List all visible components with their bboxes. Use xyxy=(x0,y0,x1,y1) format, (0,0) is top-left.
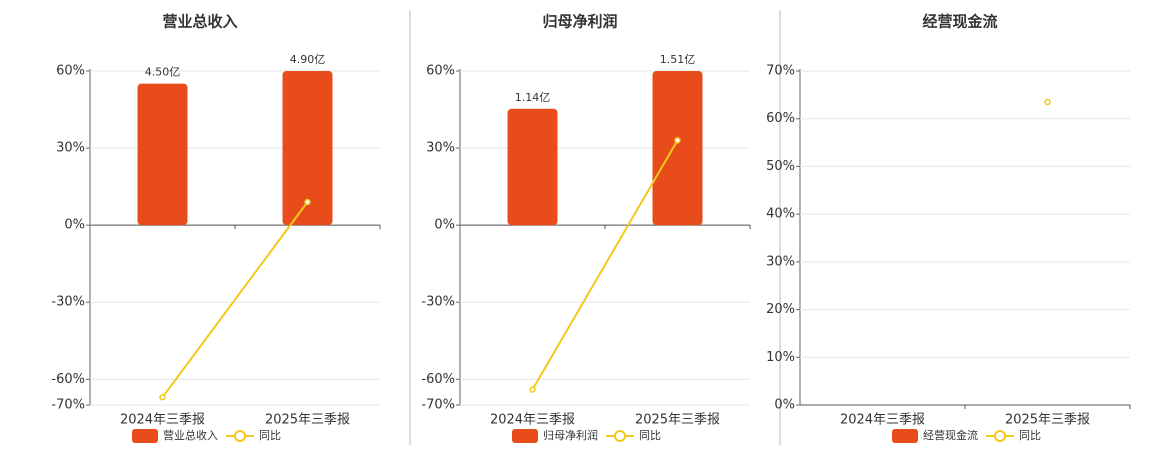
y-tick-label: -70% xyxy=(421,398,455,413)
y-tick-label: 30% xyxy=(426,141,455,156)
legend-label: 同比 xyxy=(1019,429,1041,442)
y-tick-label: 50% xyxy=(766,159,795,174)
y-tick-label: 30% xyxy=(766,254,795,269)
bar xyxy=(137,83,188,226)
y-tick-label: 40% xyxy=(766,207,795,222)
line-point xyxy=(1044,98,1051,106)
legend-swatch xyxy=(512,429,538,443)
x-tick-label: 2025年三季报 xyxy=(635,413,720,428)
y-tick-label: -30% xyxy=(421,295,455,310)
y-tick-label: 60% xyxy=(426,64,455,79)
y-tick-label: 0% xyxy=(434,218,455,233)
y-tick-label: 0% xyxy=(64,218,85,233)
line-point xyxy=(529,386,536,393)
legend-label: 经营现金流 xyxy=(923,428,978,442)
x-tick-label: 2024年三季报 xyxy=(840,413,925,428)
legend-label: 归母净利润 xyxy=(543,428,598,442)
data-label: 4.50亿 xyxy=(145,66,181,79)
y-tick-label: 20% xyxy=(766,302,795,317)
y-tick-label: 10% xyxy=(766,350,795,365)
chart-title: 营业总收入 xyxy=(162,13,237,31)
bar xyxy=(282,71,333,226)
data-label: 1.51亿 xyxy=(660,53,696,66)
chart-title: 经营现金流 xyxy=(922,13,997,31)
y-tick-label: -60% xyxy=(421,372,455,387)
bar xyxy=(507,108,558,226)
legend-swatch xyxy=(614,430,626,442)
y-tick-label: -30% xyxy=(51,295,85,310)
data-label: 4.90亿 xyxy=(290,53,326,66)
x-tick-label: 2025年三季报 xyxy=(265,413,350,428)
y-tick-label: -70% xyxy=(51,398,85,413)
legend-swatch xyxy=(892,429,918,443)
legend-label: 营业总收入 xyxy=(163,428,218,442)
y-tick-label: 60% xyxy=(56,64,85,79)
legend-swatch xyxy=(132,429,158,443)
line xyxy=(531,139,679,391)
x-tick-label: 2024年三季报 xyxy=(490,413,575,428)
y-tick-label: 0% xyxy=(774,398,795,413)
legend-label: 同比 xyxy=(639,429,661,442)
legend-label: 同比 xyxy=(259,429,281,442)
x-tick-label: 2024年三季报 xyxy=(120,413,205,428)
chart-title: 归母净利润 xyxy=(542,13,617,31)
line xyxy=(161,201,309,398)
y-tick-label: 60% xyxy=(766,111,795,126)
y-tick-label: -60% xyxy=(51,372,85,387)
line-point xyxy=(159,394,166,401)
data-label: 1.14亿 xyxy=(515,91,551,104)
y-tick-label: 70% xyxy=(766,64,795,79)
legend-swatch xyxy=(234,430,246,442)
legend-swatch xyxy=(994,430,1006,442)
x-tick-label: 2025年三季报 xyxy=(1005,413,1090,428)
y-tick-label: 30% xyxy=(56,141,85,156)
line-point xyxy=(304,198,311,206)
bar xyxy=(652,71,703,226)
line-point xyxy=(674,137,681,144)
